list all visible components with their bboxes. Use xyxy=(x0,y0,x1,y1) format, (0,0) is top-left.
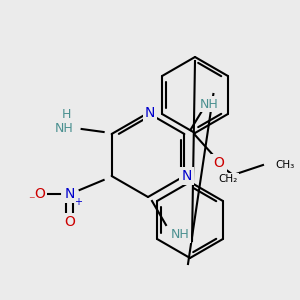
Text: NH: NH xyxy=(171,229,189,242)
Text: CH₂: CH₂ xyxy=(218,174,238,184)
Text: H: H xyxy=(62,109,71,122)
Text: O: O xyxy=(214,156,224,170)
Text: O: O xyxy=(34,187,45,201)
Text: O: O xyxy=(64,215,75,229)
Text: N: N xyxy=(64,187,75,201)
Text: N: N xyxy=(181,169,192,183)
Text: ⁻: ⁻ xyxy=(28,194,35,208)
Text: N: N xyxy=(145,106,155,120)
Text: NH: NH xyxy=(200,98,219,110)
Text: NH: NH xyxy=(54,122,73,136)
Text: +: + xyxy=(74,197,82,207)
Text: CH₃: CH₃ xyxy=(275,160,294,170)
